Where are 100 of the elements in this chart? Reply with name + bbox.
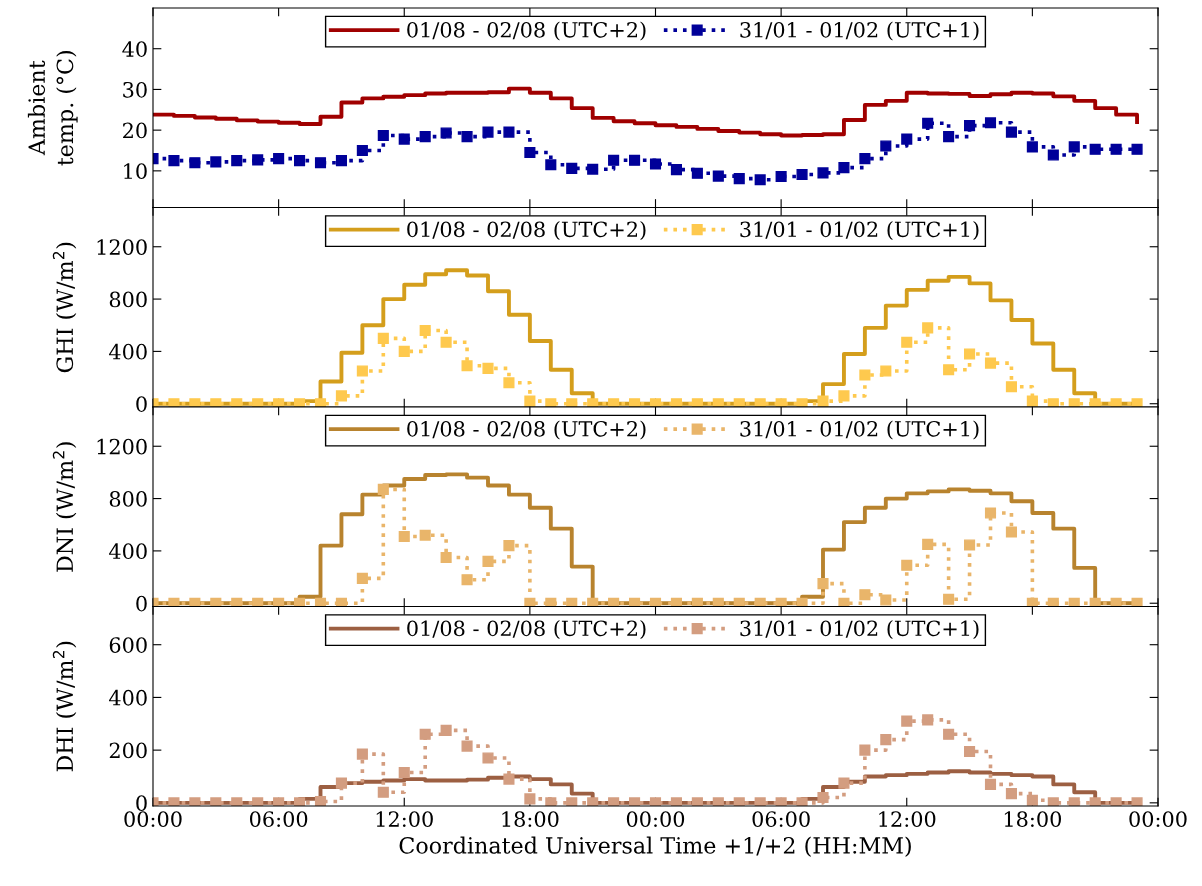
point <box>733 173 745 185</box>
point <box>335 390 347 402</box>
point <box>566 398 578 407</box>
point <box>984 117 997 129</box>
legend-label: 31/01 - 01/02 (UTC+1) <box>740 620 979 640</box>
point <box>964 745 976 758</box>
point <box>901 715 913 727</box>
point <box>943 593 955 605</box>
point <box>1026 794 1038 806</box>
y-tick-label: 200 <box>109 742 147 759</box>
point <box>273 797 285 806</box>
point <box>964 120 976 132</box>
point <box>377 483 389 495</box>
point <box>1110 797 1122 806</box>
point <box>796 398 808 407</box>
legend-label: 01/08 - 02/08 (UTC+2) <box>407 620 646 640</box>
point <box>356 365 368 377</box>
point <box>775 597 787 607</box>
point <box>1068 141 1080 153</box>
point <box>984 357 997 369</box>
legend-label: 01/08 - 02/08 (UTC+2) <box>407 221 646 241</box>
point <box>733 597 745 607</box>
point <box>629 154 641 166</box>
point <box>210 398 222 407</box>
y-tick-label: 400 <box>109 543 147 560</box>
point <box>1089 597 1101 607</box>
point <box>587 398 599 407</box>
point <box>524 793 536 805</box>
point <box>440 336 452 348</box>
point <box>754 797 766 806</box>
point <box>524 146 536 159</box>
y-tick-label: 0 <box>136 595 147 612</box>
point <box>964 348 976 360</box>
point <box>712 597 724 607</box>
point <box>1131 597 1143 607</box>
point <box>1110 143 1122 155</box>
point <box>377 786 389 798</box>
point <box>314 597 327 607</box>
point <box>503 126 515 138</box>
point <box>252 154 264 166</box>
point <box>608 154 620 166</box>
point <box>168 155 180 167</box>
point <box>608 597 620 607</box>
point <box>503 773 515 785</box>
point <box>1005 126 1017 138</box>
point <box>189 398 201 407</box>
point <box>817 792 829 804</box>
y-axis-title: Ambient temp. (°C) <box>27 51 78 166</box>
legend-label: 01/08 - 02/08 (UTC+2) <box>407 420 646 440</box>
point <box>377 129 389 141</box>
point <box>691 167 703 179</box>
point <box>859 589 871 601</box>
point <box>733 797 745 806</box>
point <box>1131 797 1143 806</box>
point <box>461 740 473 752</box>
point <box>796 797 808 806</box>
point <box>168 398 180 407</box>
point <box>859 153 871 165</box>
point <box>1005 788 1017 800</box>
point <box>943 131 955 143</box>
point <box>901 559 913 571</box>
point <box>1047 398 1059 407</box>
point <box>189 797 201 806</box>
point <box>545 398 557 407</box>
point <box>419 131 431 143</box>
point <box>356 748 368 760</box>
point <box>294 155 306 167</box>
point <box>398 345 410 357</box>
point <box>503 540 515 552</box>
point <box>314 157 327 169</box>
point <box>189 597 201 607</box>
y-tick-label: 30 <box>123 81 147 98</box>
point <box>922 538 934 550</box>
x-tick-label: 00:00 <box>626 811 685 827</box>
point <box>629 398 641 407</box>
legend-label: 31/01 - 01/02 (UTC+1) <box>740 221 979 241</box>
point <box>1068 398 1080 407</box>
point <box>587 797 599 806</box>
point <box>1089 398 1101 407</box>
point <box>880 140 892 152</box>
point <box>210 797 222 806</box>
point <box>859 369 871 381</box>
point <box>608 797 620 806</box>
point <box>335 597 347 607</box>
point <box>545 597 557 607</box>
point <box>1131 143 1143 155</box>
point <box>587 597 599 607</box>
point <box>356 572 368 584</box>
point <box>943 728 955 740</box>
point <box>335 155 347 167</box>
x-tick-label: 06:00 <box>752 811 810 827</box>
point <box>691 597 703 607</box>
x-tick-label: 18:00 <box>1004 811 1062 827</box>
point <box>1110 597 1122 607</box>
point <box>1047 149 1059 161</box>
point <box>1089 143 1101 155</box>
point <box>1131 398 1143 407</box>
point <box>314 795 327 806</box>
point <box>670 797 682 806</box>
point <box>1068 797 1080 806</box>
